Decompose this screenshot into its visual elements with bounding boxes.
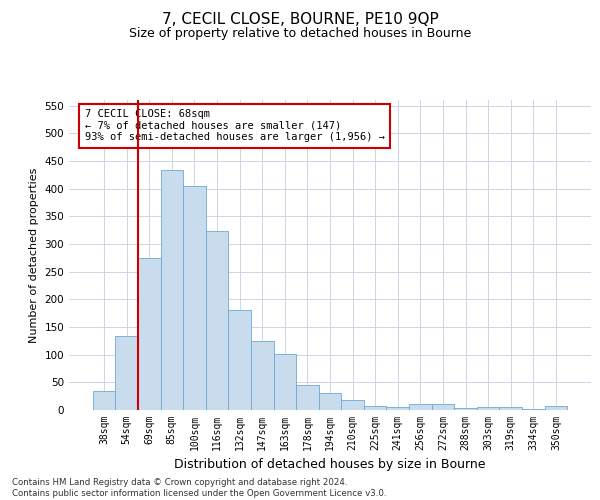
Bar (93, 390, 115, 410)
Text: Size of property relative to detached houses in Bourne: Size of property relative to detached ho… (129, 28, 471, 40)
Bar (545, 406, 567, 410)
Text: Contains HM Land Registry data © Crown copyright and database right 2024.
Contai: Contains HM Land Registry data © Crown c… (12, 478, 386, 498)
Bar (431, 404, 454, 410)
Bar (115, 336, 138, 410)
Bar (364, 406, 386, 410)
Bar (386, 407, 409, 410)
Text: 7, CECIL CLOSE, BOURNE, PE10 9QP: 7, CECIL CLOSE, BOURNE, PE10 9QP (161, 12, 439, 28)
Bar (409, 404, 431, 410)
X-axis label: Distribution of detached houses by size in Bourne: Distribution of detached houses by size … (174, 458, 486, 471)
Bar (251, 341, 274, 410)
Bar (319, 394, 341, 410)
Bar (341, 400, 364, 410)
Bar (499, 407, 522, 410)
Bar (274, 354, 296, 410)
Bar (229, 310, 251, 410)
Bar (138, 258, 161, 410)
Bar (161, 170, 183, 410)
Bar (206, 231, 229, 410)
Bar (454, 408, 477, 410)
Bar (296, 384, 319, 410)
Bar (183, 186, 206, 410)
Bar (522, 409, 545, 410)
Y-axis label: Number of detached properties: Number of detached properties (29, 168, 39, 342)
Bar (477, 407, 499, 410)
Text: 7 CECIL CLOSE: 68sqm
← 7% of detached houses are smaller (147)
93% of semi-detac: 7 CECIL CLOSE: 68sqm ← 7% of detached ho… (85, 110, 385, 142)
